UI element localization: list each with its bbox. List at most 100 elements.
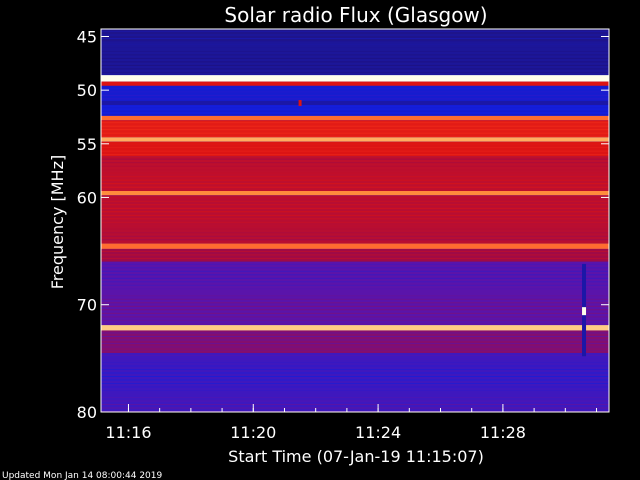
band-striation <box>101 382 609 384</box>
band-striation <box>101 186 609 188</box>
band-striation <box>101 361 609 363</box>
spectrum-band <box>101 352 609 412</box>
band-striation <box>101 158 609 160</box>
band-striation <box>101 239 609 241</box>
band-striation <box>101 407 609 409</box>
y-tick-label: 60 <box>77 188 97 207</box>
x-tick-label: 11:20 <box>230 423 276 442</box>
band-striation <box>101 179 609 181</box>
band-striation <box>101 225 609 227</box>
band-striation <box>101 34 609 36</box>
band-striation <box>101 235 609 237</box>
band-striation <box>101 207 609 209</box>
spectrum-band <box>101 195 609 244</box>
plot-area <box>101 29 609 412</box>
spectrum-band <box>101 75 609 82</box>
band-striation <box>101 68 609 70</box>
band-striation <box>101 57 609 59</box>
band-striation <box>101 270 609 272</box>
band-striation <box>101 323 609 325</box>
band-striation <box>101 154 609 156</box>
chart-title: Solar radio Flux (Glasgow) <box>224 3 487 27</box>
band-striation <box>101 354 609 356</box>
band-striation <box>101 91 609 93</box>
band-striation <box>101 125 609 127</box>
band-striation <box>101 403 609 405</box>
band-striation <box>101 211 609 213</box>
band-striation <box>101 309 609 311</box>
band-striation <box>101 349 609 351</box>
band-striation <box>101 77 609 79</box>
band-striation <box>101 200 609 202</box>
band-striation <box>101 114 609 116</box>
band-striation <box>101 64 609 66</box>
band-striation <box>101 263 609 265</box>
band-striation <box>101 214 609 216</box>
band-striation <box>101 368 609 370</box>
band-striation <box>101 71 609 73</box>
band-striation <box>101 257 609 259</box>
band-striation <box>101 50 609 52</box>
band-striation <box>101 291 609 293</box>
band-striation <box>101 281 609 283</box>
spectrum-band <box>101 85 609 101</box>
y-tick-label: 80 <box>77 403 97 422</box>
band-striation <box>101 98 609 100</box>
y-tick-label: 50 <box>77 81 97 100</box>
band-striation <box>101 221 609 223</box>
band-striation <box>101 372 609 374</box>
band-striation <box>101 295 609 297</box>
band-striation <box>101 365 609 367</box>
spectrum-band <box>101 141 609 157</box>
spectrum-band <box>101 325 609 331</box>
y-axis-label: Frequency [MHz] <box>48 155 67 289</box>
band-striation <box>101 346 609 348</box>
spectrum-band <box>101 261 609 326</box>
band-striation <box>101 143 609 145</box>
band-striation <box>101 386 609 388</box>
band-striation <box>101 316 609 318</box>
band-striation <box>101 136 609 138</box>
band-striation <box>101 122 609 124</box>
band-striation <box>101 277 609 279</box>
band-striation <box>101 107 609 109</box>
x-tick-label: 11:24 <box>355 423 401 442</box>
band-striation <box>101 375 609 377</box>
band-striation <box>101 232 609 234</box>
band-striation <box>101 162 609 164</box>
plot-frame <box>100 28 610 413</box>
x-axis: 11:16 11:20 11:24 11:28 <box>105 404 598 442</box>
band-striation <box>101 400 609 402</box>
y-axis: 45 50 55 60 70 80 <box>77 28 609 422</box>
x-axis-label: Start Time (07-Jan-19 11:15:07) <box>228 447 484 466</box>
band-striation <box>101 250 609 252</box>
spectrum-band <box>101 243 609 249</box>
band-striation <box>101 298 609 300</box>
band-striation <box>101 379 609 381</box>
band-striation <box>101 147 609 149</box>
spectrum-band <box>101 81 609 86</box>
band-striation <box>101 335 609 337</box>
y-tick-label: 45 <box>77 28 97 47</box>
band-striation <box>101 176 609 178</box>
band-striation <box>101 410 609 412</box>
x-tick-label: 11:28 <box>480 423 526 442</box>
band-striation <box>101 358 609 360</box>
band-striation <box>101 31 609 32</box>
band-striation <box>101 43 609 45</box>
band-striation <box>101 393 609 395</box>
band-striation <box>101 284 609 286</box>
band-striation <box>101 110 609 112</box>
band-striation <box>101 319 609 321</box>
band-striation <box>101 38 609 39</box>
spectrum-band <box>101 100 609 106</box>
band-striation <box>101 218 609 220</box>
band-striation <box>101 54 609 56</box>
artifact-spike <box>582 307 587 316</box>
band-striation <box>101 150 609 152</box>
y-tick-label: 70 <box>77 296 97 315</box>
spectrum-band <box>101 105 609 116</box>
spectrum-band <box>101 190 609 196</box>
band-striation <box>101 47 609 49</box>
